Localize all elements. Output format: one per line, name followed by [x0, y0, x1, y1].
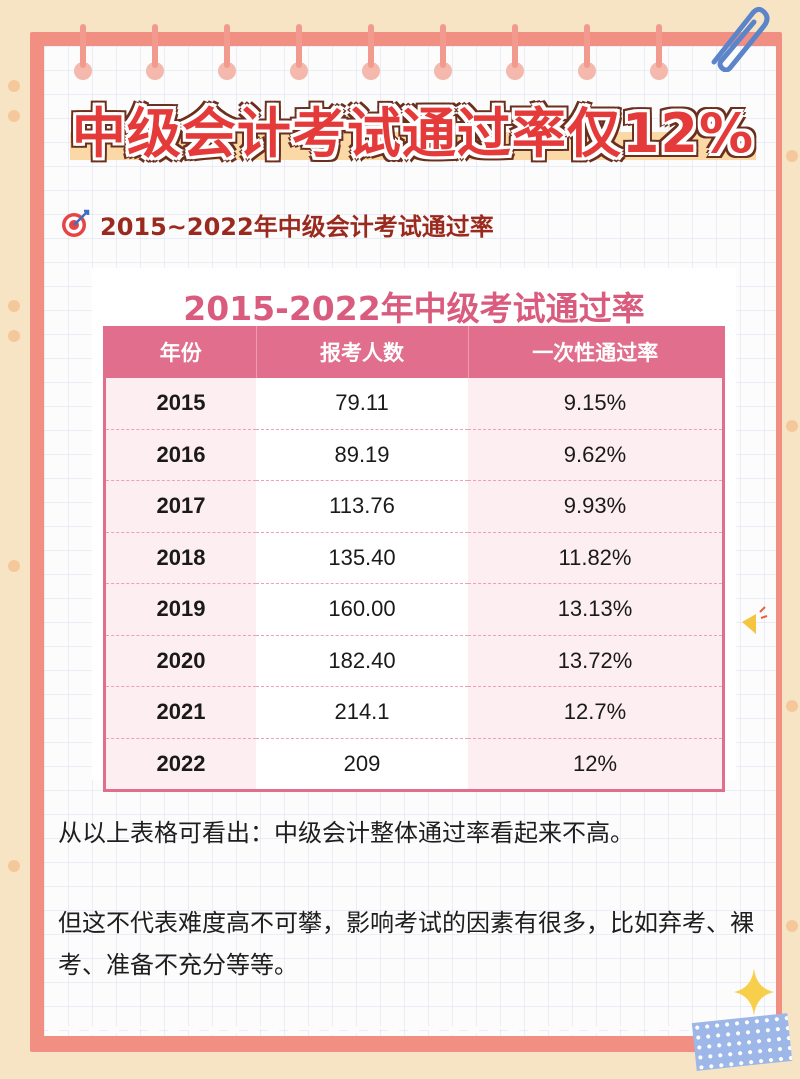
- table-row: 2016 89.19 9.62%: [104, 429, 724, 481]
- cell-year: 2018: [104, 532, 256, 584]
- headline-highlight: [70, 132, 756, 160]
- cell-rate: 11.82%: [468, 532, 724, 584]
- table-row: 2019 160.00 13.13%: [104, 583, 724, 636]
- header-rate: 一次性通过率: [468, 326, 724, 378]
- subtitle-row: 2015~2022年中级会计考试通过率: [60, 208, 494, 241]
- cell-year: 2015: [104, 378, 256, 430]
- target-icon: [62, 209, 90, 237]
- binder-rings: [44, 24, 776, 90]
- cell-year: 2019: [104, 583, 256, 636]
- cell-count: 113.76: [256, 480, 468, 533]
- cell-rate: 9.93%: [468, 480, 724, 533]
- header-year: 年份: [104, 326, 257, 378]
- sparkle-icon: [734, 968, 774, 1016]
- header-count: 报考人数: [256, 326, 469, 378]
- cell-count: 182.40: [256, 635, 468, 687]
- table-header-row: 年份 报考人数 一次性通过率: [104, 326, 724, 378]
- washi-tape: [691, 1013, 793, 1071]
- cell-count: 89.19: [256, 429, 468, 481]
- cell-year: 2016: [104, 429, 256, 481]
- cell-rate: 9.15%: [468, 378, 724, 430]
- cell-rate: 9.62%: [468, 429, 724, 481]
- pass-rate-table: 年份 报考人数 一次性通过率 2015 79.11 9.15% 2016 89.…: [103, 326, 725, 792]
- cell-year: 2020: [104, 635, 256, 687]
- cell-count: 214.1: [256, 686, 468, 739]
- table-row: 2018 135.40 11.82%: [104, 532, 724, 584]
- cell-count: 209: [256, 738, 468, 792]
- cell-rate: 12%: [468, 738, 724, 792]
- table-row: 2020 182.40 13.72%: [104, 635, 724, 687]
- cell-count: 135.40: [256, 532, 468, 584]
- cell-rate: 12.7%: [468, 686, 724, 739]
- table-title: 2015-2022年中级考试通过率: [183, 289, 645, 328]
- cell-rate: 13.13%: [468, 583, 724, 636]
- table-row: 2015 79.11 9.15%: [104, 378, 724, 430]
- cell-year: 2022: [104, 738, 256, 792]
- cell-count: 79.11: [256, 378, 468, 430]
- paragraph-conclusion: 从以上表格可看出：中级会计整体通过率看起来不高。: [58, 819, 634, 847]
- cell-count: 160.00: [256, 583, 468, 636]
- cell-year: 2021: [104, 686, 256, 739]
- table-row: 2021 214.1 12.7%: [104, 686, 724, 739]
- table-row: 2022 209 12%: [104, 738, 724, 792]
- paragraph-explanation: 但这不代表难度高不可攀，影响考试的因素有很多，比如弃考、裸考、准备不充分等等。: [58, 909, 754, 979]
- headline: 中级会计考试通过率仅12%: [71, 102, 755, 165]
- paperclip-icon: [711, 6, 770, 72]
- subtitle-text: 2015~2022年中级会计考试通过率: [100, 212, 494, 241]
- torn-edge: [44, 1026, 776, 1046]
- table-row: 2017 113.76 9.93%: [104, 480, 724, 533]
- pass-rate-table-card: 2015-2022年中级考试通过率 年份 报考人数 一次性通过率 2015 79…: [92, 268, 736, 792]
- megaphone-icon: [742, 606, 768, 634]
- cell-year: 2017: [104, 480, 256, 533]
- cell-rate: 13.72%: [468, 635, 724, 687]
